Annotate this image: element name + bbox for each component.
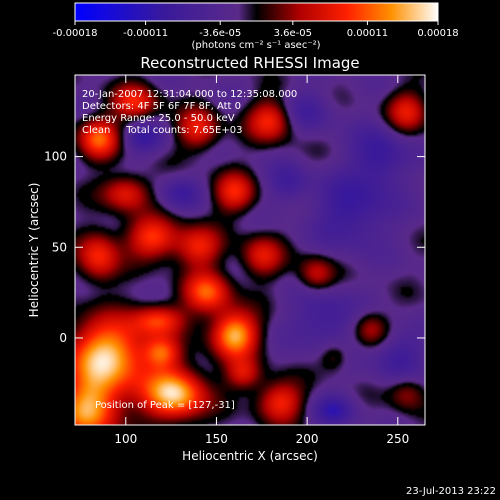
colorbar-tick-label: -0.00011 <box>123 28 168 39</box>
annotation-detectors: Detectors: 4F 5F 6F 7F 8F, Att 0 <box>82 101 241 112</box>
footer-date: 23-Jul-2013 23:22 <box>406 486 496 497</box>
heatmap-image <box>75 75 425 425</box>
colorbar-tick-label: 0.00018 <box>417 28 458 39</box>
y-tick-label: 50 <box>52 240 67 254</box>
axis-ticks: 100 150 200 250 0 50 100 <box>44 75 425 446</box>
y-tick-label: 100 <box>44 150 67 164</box>
x-tick-label: 150 <box>205 432 228 446</box>
x-tick-label: 250 <box>386 432 409 446</box>
annotation-time-range: 20-Jan-2007 12:31:04.000 to 12:35:08.000 <box>82 89 297 100</box>
colorbar <box>74 2 439 22</box>
colorbar-tick-label: 0.00011 <box>347 28 388 39</box>
y-tick-label: 0 <box>59 331 67 345</box>
colorbar-ticks: -0.00018 -0.00011 -3.6e-05 3.6e-05 0.00011 0.… <box>53 21 459 39</box>
colorbar-tick-label: -0.00018 <box>53 28 98 39</box>
colorbar-tick-label: -3.6e-05 <box>199 28 241 39</box>
y-axis-label: Heliocentric Y (arcsec) <box>27 183 41 318</box>
plot-frame <box>74 74 426 426</box>
chart-title: Reconstructed RHESSI Image <box>140 54 359 72</box>
x-axis-label: Heliocentric X (arcsec) <box>182 449 318 463</box>
annotation-clean: Clean Total counts: 7.65E+03 <box>82 125 242 136</box>
x-tick-label: 100 <box>114 432 137 446</box>
colorbar-units: (photons cm⁻² s⁻¹ asec⁻²) <box>191 40 320 51</box>
x-tick-label: 200 <box>296 432 319 446</box>
annotation-energy: Energy Range: 25.0 - 50.0 keV <box>82 113 235 124</box>
annotation-peak: Position of Peak = [127,-31] <box>95 400 235 411</box>
colorbar-tick-label: 3.6e-05 <box>274 28 312 39</box>
